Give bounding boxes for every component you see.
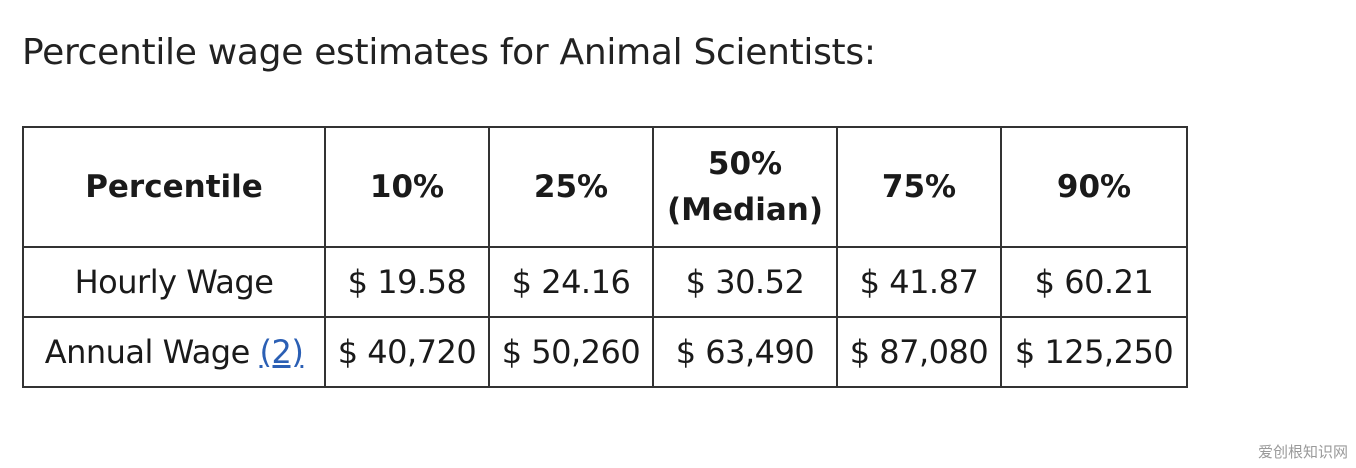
annual-wage-p10: $ 40,720 (324, 316, 490, 388)
hourly-wage-p25: $ 24.16 (488, 246, 654, 318)
header-median-percentile: 50% (Median) (652, 126, 838, 248)
annual-wage-cell: Annual Wage (2) (22, 316, 326, 388)
header-10th-percentile: 10% (324, 126, 490, 248)
hourly-wage-p50: $ 30.52 (652, 246, 838, 318)
annual-wage-p90: $ 125,250 (1000, 316, 1188, 388)
table-header-row: Percentile 10% 25% 50% (Median) 75% 90% (22, 126, 1188, 248)
header-25th-percentile: 25% (488, 126, 654, 248)
header-median-label: (Median) (666, 192, 823, 228)
wage-table: Percentile 10% 25% 50% (Median) 75% 90% … (22, 126, 1188, 388)
header-90th-percentile: 90% (1000, 126, 1188, 248)
hourly-wage-p90: $ 60.21 (1000, 246, 1188, 318)
header-percentile: Percentile (22, 126, 326, 248)
footnote-link[interactable]: (2) (259, 333, 304, 371)
hourly-wage-label: Hourly Wage (22, 246, 326, 318)
annual-wage-p25: $ 50,260 (488, 316, 654, 388)
annual-wage-p75: $ 87,080 (836, 316, 1002, 388)
annual-wage-label: Annual Wage (44, 333, 251, 371)
header-median-value: 50% (707, 146, 783, 182)
table-row-hourly: Hourly Wage $ 19.58 $ 24.16 $ 30.52 $ 41… (22, 246, 1188, 318)
annual-wage-p50: $ 63,490 (652, 316, 838, 388)
header-75th-percentile: 75% (836, 126, 1002, 248)
page-title: Percentile wage estimates for Animal Sci… (22, 32, 876, 73)
table-row-annual: Annual Wage (2) $ 40,720 $ 50,260 $ 63,4… (22, 316, 1188, 388)
hourly-wage-p10: $ 19.58 (324, 246, 490, 318)
hourly-wage-p75: $ 41.87 (836, 246, 1002, 318)
watermark-text: 爱创根知识网 (1257, 443, 1348, 461)
